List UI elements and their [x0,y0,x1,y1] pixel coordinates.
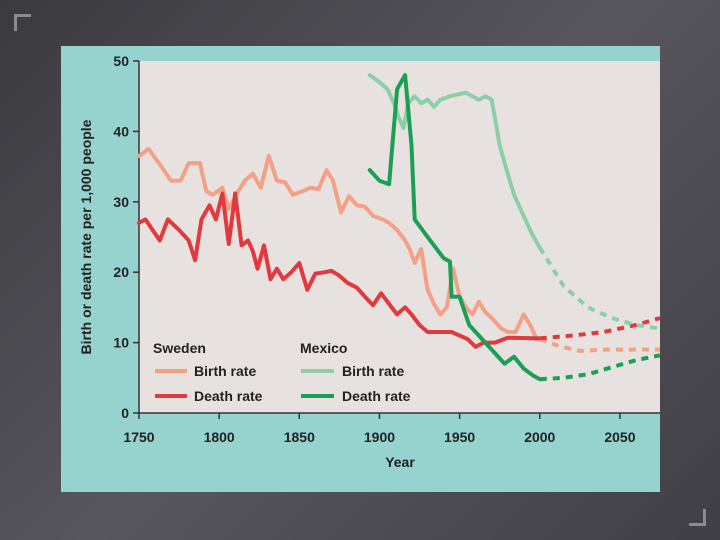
axes: 0 10 20 30 40 50 1750 1800 1850 1900 1950 2000 2050 [113,53,660,445]
legend-label-sweden-birth: Birth rate [194,363,256,379]
legend-label-mexico-birth: Birth rate [342,363,404,379]
y-tick-label: 50 [113,53,129,69]
legend: Sweden Birth rate Death rate Mexico Birt… [153,340,411,404]
x-tick-label: 1800 [204,429,235,445]
y-tick-label: 0 [121,405,129,421]
y-tick-label: 20 [113,264,129,280]
x-tick-label: 1850 [284,429,315,445]
x-tick-label: 1900 [364,429,395,445]
legend-title-sweden: Sweden [153,340,206,356]
data-lines [137,73,660,382]
legend-title-mexico: Mexico [300,340,347,356]
y-tick-label: 30 [113,194,129,210]
series-line-sweden-death-rate [137,191,542,349]
series-line-mexico-birth-rate [367,73,542,250]
series-projection-sweden-birth-rate [539,337,660,354]
x-tick-label: 2000 [524,429,555,445]
x-tick-label: 1750 [123,429,154,445]
x-tick-label: 1950 [444,429,475,445]
y-tick-label: 40 [113,123,129,139]
series-line-mexico-death-rate [367,73,542,382]
legend-label-sweden-death: Death rate [194,388,263,404]
series-projection-sweden-death-rate [539,316,660,341]
legend-label-mexico-death: Death rate [342,388,411,404]
slide-corner-top-left [14,14,31,31]
series-projection-mexico-birth-rate [538,246,660,331]
y-tick-label: 10 [113,335,129,351]
y-axis-title: Birth or death rate per 1,000 people [78,119,94,354]
x-tick-label: 2050 [604,429,635,445]
series-line-sweden-birth-rate [137,147,539,342]
figure-panel: 0 10 20 30 40 50 1750 1800 1850 1900 1950 2000 2050 … [61,46,660,492]
slide-corner-bottom-right [689,509,706,526]
x-axis-title: Year [385,454,415,470]
